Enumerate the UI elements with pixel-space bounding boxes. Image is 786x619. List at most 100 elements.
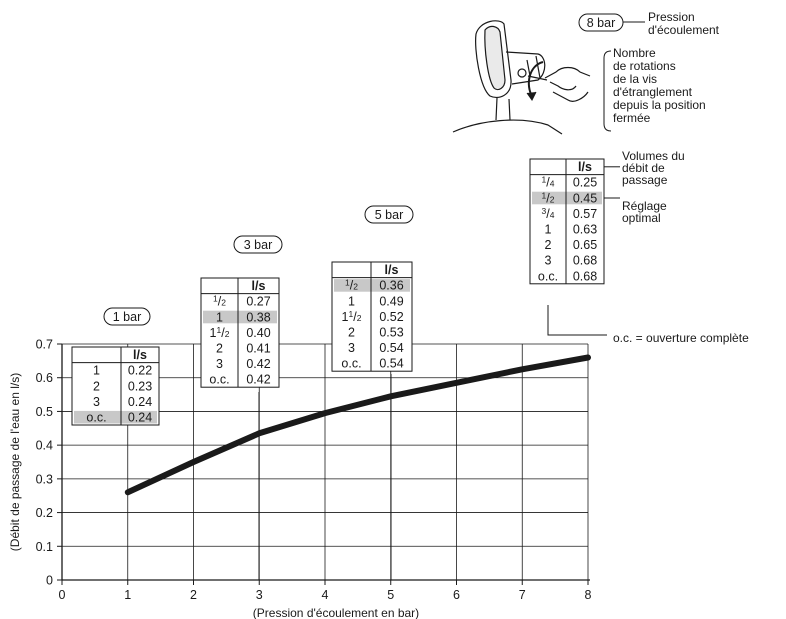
row-value: 0.41 <box>246 342 270 356</box>
pressure-8bar-label: 8 bar <box>587 16 616 30</box>
volumes-annotation: Volumes du débit de passage Réglage opti… <box>613 149 749 345</box>
y-tick-label: 0 <box>46 574 53 588</box>
row-value: 0.42 <box>246 373 270 387</box>
row-label: 3/4 <box>542 206 555 221</box>
pressure-pill <box>364 205 414 224</box>
row-label: o.c. <box>209 373 229 387</box>
row-label: 3 <box>545 254 552 268</box>
volumes-label-3: passage <box>622 173 668 187</box>
faucet-body <box>505 51 546 85</box>
row-label: 1/4 <box>542 175 555 190</box>
pressure-pill <box>233 235 283 254</box>
row-label: 2 <box>545 238 552 252</box>
x-tick-label: 0 <box>59 588 66 602</box>
row-value: 0.45 <box>573 191 597 205</box>
x-tick-label: 6 <box>453 588 460 602</box>
series-layer <box>124 354 591 496</box>
x-tick-label: 5 <box>387 588 394 602</box>
optimal-row-highlight <box>203 310 277 324</box>
volumes-label-2: débit de <box>622 161 665 175</box>
row-label: 3 <box>348 341 355 355</box>
row-label: o.c. <box>341 357 361 371</box>
row-label: 1/2 <box>345 278 358 293</box>
x-tick-label: 7 <box>519 588 526 602</box>
rotations-label-6: fermée <box>613 111 651 125</box>
row-value: 0.40 <box>246 326 270 340</box>
faucet-arm <box>526 55 541 79</box>
optimal-row-highlight <box>532 191 602 205</box>
row-value: 0.42 <box>246 357 270 371</box>
row-label: 3 <box>216 357 223 371</box>
table-bg <box>201 278 279 388</box>
pressure-label-2: d'écoulement <box>648 23 720 37</box>
y-tick-label: 0.3 <box>36 472 53 486</box>
faucet-stem <box>495 97 511 121</box>
table-border <box>71 346 160 426</box>
table-bg <box>530 159 604 284</box>
row-value: 0.49 <box>379 294 403 308</box>
row-label: 1 <box>216 310 223 324</box>
row-label: 2 <box>348 326 355 340</box>
y-tick-label: 0.1 <box>36 540 53 554</box>
row-value: 0.22 <box>128 364 152 378</box>
row-value: 0.24 <box>128 411 152 425</box>
row-label: o.c. <box>538 269 558 283</box>
row-value: 0.38 <box>246 310 270 324</box>
rotations-annotation: Nombre de rotations de la vis d'étrangle… <box>603 46 706 132</box>
rotations-label-1: Nombre <box>613 46 656 60</box>
table-header: l/s <box>385 263 399 277</box>
table-1: 3 bar l/s 1/2 0.27 1 0.38 11/2 0.40 2 0.41 3 0.42 o.… <box>200 235 283 580</box>
table-0: 1 bar l/s 1 0.22 2 0.23 3 0.24 o.c. 0.24 <box>71 307 160 426</box>
optimal-row-highlight <box>334 279 410 292</box>
pressure-pill <box>103 307 151 326</box>
rotations-label-5: depuis la position <box>613 98 706 112</box>
y-tick-label: 0.6 <box>36 371 53 385</box>
row-label: 1 <box>545 223 552 237</box>
row-value: 0.23 <box>128 379 152 393</box>
row-value: 0.68 <box>573 269 597 283</box>
table-3: l/s 1/4 0.25 1/2 0.45 3/4 0.57 1 0.63 2 0.65 3 0.68 o… <box>529 158 620 336</box>
row-label: 11/2 <box>342 309 362 324</box>
y-tick-label: 0.7 <box>36 338 53 352</box>
row-label: 2 <box>93 379 100 393</box>
pressure-pill-label: 1 bar <box>113 310 142 324</box>
row-label: 1/2 <box>542 190 555 205</box>
faucet-base <box>452 119 563 135</box>
row-label: 1/2 <box>213 294 226 309</box>
table-header: l/s <box>133 348 147 362</box>
screwdriver-icon <box>527 75 548 81</box>
x-tick-label: 4 <box>322 588 329 602</box>
row-value: 0.54 <box>379 341 403 355</box>
y-tick-label: 0.5 <box>36 405 53 419</box>
row-value: 0.54 <box>379 357 403 371</box>
y-tick-label: 0.4 <box>36 439 53 453</box>
rotation-arrowhead-icon <box>526 91 537 101</box>
rotations-label-4: d'étranglement <box>613 85 693 99</box>
throttle-screw-icon <box>517 68 527 78</box>
pressure-label-1: Pression <box>648 10 695 24</box>
hand-icon <box>544 66 591 102</box>
row-value: 0.52 <box>379 310 403 324</box>
row-label: 1 <box>348 294 355 308</box>
rotations-label-2: de rotations <box>613 59 676 73</box>
row-value: 0.68 <box>573 254 597 268</box>
x-tick-label: 8 <box>585 588 592 602</box>
table-border <box>529 158 605 285</box>
table-header: l/s <box>578 160 592 174</box>
row-label: 2 <box>216 342 223 356</box>
pressure-pill-label: 3 bar <box>244 238 273 252</box>
optimal-label-2: optimal <box>622 211 661 225</box>
x-axis-label: (Pression d'écoulement en bar) <box>253 606 419 619</box>
rotations-label-3: de la vis <box>613 72 657 86</box>
row-value: 0.25 <box>573 176 597 190</box>
table-connector <box>547 305 607 336</box>
row-label: o.c. <box>86 411 106 425</box>
y-tick-label: 0.2 <box>36 506 53 520</box>
row-value: 0.53 <box>379 326 403 340</box>
row-value: 0.57 <box>573 207 597 221</box>
x-tick-label: 3 <box>256 588 263 602</box>
x-tick-label: 2 <box>190 588 197 602</box>
optimal-label-1: Réglage <box>622 199 667 213</box>
